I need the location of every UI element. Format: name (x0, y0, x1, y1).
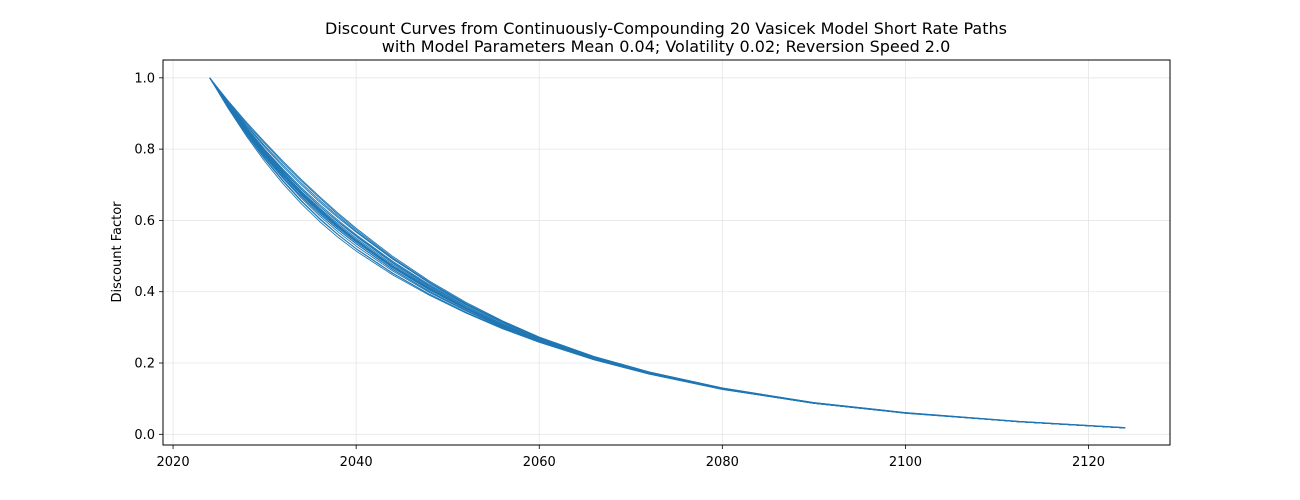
series-line-16 (209, 77, 1126, 429)
x-tick-label: 2060 (523, 455, 556, 470)
series-line-8 (209, 77, 1126, 429)
y-tick-label: 0.8 (134, 143, 155, 158)
y-tick-label: 0.6 (134, 214, 155, 229)
series-line-3 (209, 77, 1126, 429)
y-tick-label: 0.0 (134, 428, 155, 443)
series-line-6 (209, 77, 1126, 429)
series-line-17 (209, 77, 1126, 429)
series-line-18 (209, 77, 1126, 429)
series-line-14 (209, 77, 1126, 429)
y-tick-label: 1.0 (134, 71, 155, 86)
series-lines (209, 77, 1126, 429)
x-tick-label: 2040 (340, 455, 373, 470)
series-line-4 (209, 77, 1126, 428)
series-line-13 (209, 77, 1126, 429)
chart-title: Discount Curves from Continuously-Compou… (325, 19, 1007, 38)
series-line-20 (209, 77, 1126, 429)
series-line-19 (209, 77, 1126, 429)
series-line-15 (209, 77, 1126, 429)
series-line-5 (209, 77, 1126, 429)
y-tick-label: 0.4 (134, 285, 155, 300)
x-tick-label: 2120 (1072, 455, 1105, 470)
y-axis-label: Discount Factor (110, 201, 125, 303)
series-line-10 (209, 77, 1126, 428)
x-tick-label: 2100 (889, 455, 922, 470)
chart-subtitle: with Model Parameters Mean 0.04; Volatil… (382, 37, 951, 56)
x-tick-label: 2020 (157, 455, 190, 470)
series-line-2 (209, 77, 1126, 429)
y-axis: 0.0 0.2 0.4 0.6 0.8 1.0 (134, 71, 163, 443)
series-line-11 (209, 77, 1126, 429)
plot-frame (162, 59, 1171, 446)
y-tick-label: 0.2 (134, 357, 155, 372)
series-line-1 (209, 77, 1126, 429)
x-axis: 2020 2040 2060 2080 2100 2120 (157, 445, 1105, 470)
x-tick-label: 2080 (706, 455, 739, 470)
series-line-12 (209, 77, 1126, 429)
series-line-9 (209, 77, 1126, 429)
series-line-7 (209, 77, 1126, 429)
grid-lines (163, 60, 1170, 445)
